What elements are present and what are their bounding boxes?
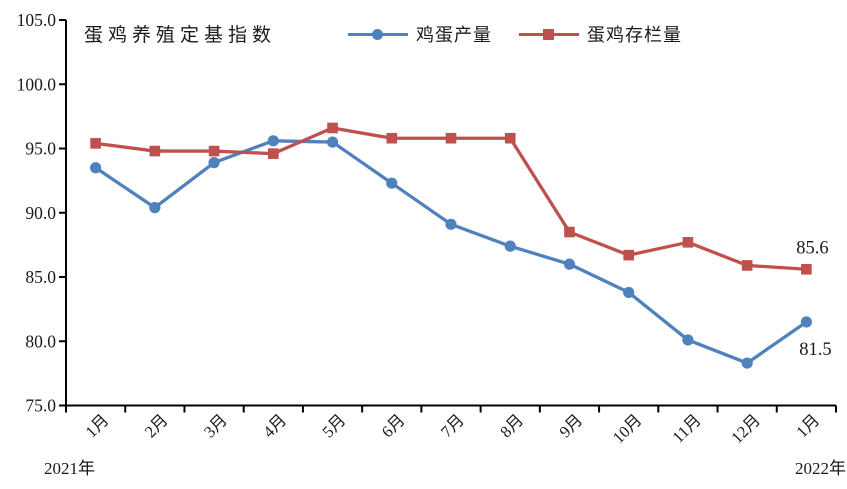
legend-square-marker-icon bbox=[543, 28, 554, 40]
data-point-square bbox=[386, 132, 398, 144]
series-line-hen-stock bbox=[93, 126, 809, 271]
y-axis-tick-label: 100.0 bbox=[17, 74, 57, 94]
y-axis-tick-label: 95.0 bbox=[25, 139, 56, 159]
x-axis-year-2021: 2021年 bbox=[44, 459, 95, 478]
x-axis-month-label: 8月 bbox=[496, 410, 527, 441]
series-line-egg-production bbox=[93, 139, 809, 365]
legend-marker-line-circle-icon bbox=[348, 28, 408, 41]
y-axis-tick-label: 75.0 bbox=[25, 396, 56, 416]
data-point-square bbox=[564, 226, 575, 238]
chart-legend: 鸡蛋产量 蛋鸡存栏量 bbox=[348, 21, 682, 47]
data-point-circle bbox=[741, 357, 753, 369]
x-axis-month-label: 3月 bbox=[200, 410, 231, 441]
legend-item-egg-production: 鸡蛋产量 bbox=[348, 21, 492, 47]
legend-label-egg-production: 鸡蛋产量 bbox=[416, 25, 492, 45]
data-point-circle bbox=[386, 177, 398, 189]
legend-item-hen-stock: 蛋鸡存栏量 bbox=[519, 21, 682, 47]
legend-label-hen-stock: 蛋鸡存栏量 bbox=[587, 25, 682, 45]
x-axis-month-label: 2月 bbox=[141, 410, 172, 441]
x-axis-month-label: 1月 bbox=[792, 410, 823, 441]
x-axis-month-label: 6月 bbox=[378, 410, 409, 441]
data-point-circle bbox=[326, 136, 339, 148]
data-point-circle bbox=[800, 316, 812, 328]
legend-marker-line-square-icon bbox=[519, 28, 579, 41]
end-value-label-hen-stock: 85.6 bbox=[796, 238, 828, 258]
data-point-circle bbox=[267, 135, 279, 147]
data-point-square bbox=[504, 132, 516, 144]
data-point-square bbox=[327, 122, 338, 134]
x-axis-month-label: 9月 bbox=[555, 410, 586, 441]
data-point-circle bbox=[445, 218, 457, 230]
x-axis-month-label: 12月 bbox=[727, 410, 764, 447]
y-axis-tick-label: 90.0 bbox=[25, 203, 56, 223]
legend-circle-marker-icon bbox=[372, 28, 383, 40]
y-axis-tick-label: 85.0 bbox=[25, 267, 56, 287]
data-point-square bbox=[208, 145, 220, 157]
x-axis-year-2022: 2022年 bbox=[795, 459, 846, 478]
data-point-square bbox=[149, 145, 161, 157]
y-axis-tick-label: 80.0 bbox=[25, 331, 56, 351]
y-axis-tick-label: 105.0 bbox=[17, 10, 57, 30]
data-point-square bbox=[682, 237, 694, 248]
data-point-square bbox=[623, 249, 634, 261]
data-point-circle bbox=[149, 202, 161, 214]
data-point-circle bbox=[90, 162, 102, 174]
x-axis-month-label: 5月 bbox=[318, 410, 349, 441]
data-point-square bbox=[268, 148, 279, 159]
x-axis-month-label: 7月 bbox=[437, 410, 468, 441]
data-point-circle bbox=[504, 240, 516, 252]
x-axis-month-label: 4月 bbox=[259, 410, 290, 441]
data-point-square bbox=[90, 138, 101, 149]
data-point-square bbox=[445, 132, 457, 144]
data-point-square bbox=[741, 260, 753, 271]
data-point-circle bbox=[208, 157, 220, 169]
x-axis-month-label: 1月 bbox=[82, 410, 113, 441]
end-value-label-egg-production: 81.5 bbox=[799, 340, 831, 360]
x-axis-month-label: 10月 bbox=[609, 410, 646, 447]
chart-title: 蛋鸡养殖定基指数 bbox=[84, 25, 277, 46]
data-point-circle bbox=[563, 258, 576, 270]
data-point-square bbox=[801, 263, 812, 275]
data-point-circle bbox=[682, 334, 694, 346]
x-axis-month-label: 11月 bbox=[668, 410, 704, 446]
data-point-circle bbox=[623, 286, 635, 299]
